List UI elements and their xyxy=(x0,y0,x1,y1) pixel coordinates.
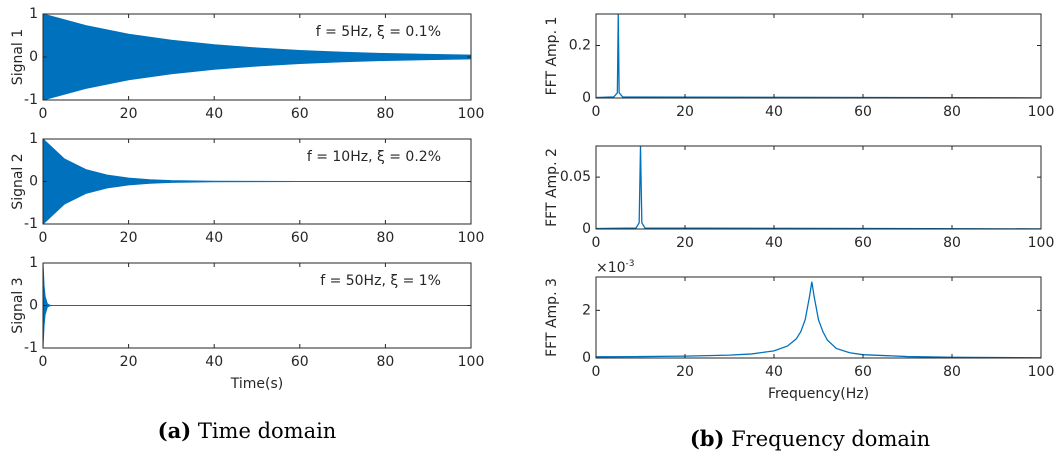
x-tick-label: 40 xyxy=(765,364,783,380)
annotation: f = 50Hz, ξ = 1% xyxy=(320,273,441,289)
y-tick-label: 2 xyxy=(582,302,591,318)
x-tick-label: 0 xyxy=(39,230,48,246)
multiplier-exponent: -3 xyxy=(626,259,635,269)
y-tick-label: 0 xyxy=(582,350,591,366)
caption-label: (b) xyxy=(690,426,725,451)
x-tick-label: 60 xyxy=(291,354,309,370)
x-tick-label: 60 xyxy=(854,235,872,251)
x-tick-label: 80 xyxy=(376,354,394,370)
spectrum-line xyxy=(596,281,1041,358)
x-axis-label: Time(s) xyxy=(230,376,283,392)
signal-envelope xyxy=(43,14,471,100)
y-axis-label: Signal 2 xyxy=(10,153,26,209)
x-tick-label: 0 xyxy=(39,106,48,122)
y-tick-label: 0 xyxy=(582,90,591,106)
x-tick-label: 20 xyxy=(120,354,138,370)
x-tick-label: 20 xyxy=(676,235,694,251)
spectrum-line xyxy=(596,14,1041,98)
x-tick-label: 80 xyxy=(943,235,961,251)
axes-box xyxy=(42,13,472,101)
x-tick-label: 100 xyxy=(458,106,485,122)
axes-box xyxy=(42,262,472,349)
x-tick-label: 100 xyxy=(1028,364,1055,380)
x-tick-label: 80 xyxy=(943,104,961,120)
y-axis-label: FFT Amp. 1 xyxy=(544,17,560,96)
y-axis-label: FFT Amp. 2 xyxy=(544,148,560,227)
y-tick-label: 1 xyxy=(29,131,38,147)
x-tick-label: 100 xyxy=(1028,104,1055,120)
annotation: f = 5Hz, ξ = 0.1% xyxy=(316,24,441,40)
x-tick-label: 100 xyxy=(1028,235,1055,251)
x-tick-label: 40 xyxy=(205,354,223,370)
annotation: f = 10Hz, ξ = 0.2% xyxy=(307,149,441,165)
x-tick-label: 60 xyxy=(854,364,872,380)
x-tick-label: 0 xyxy=(592,235,601,251)
x-tick-label: 40 xyxy=(205,106,223,122)
x-tick-label: 60 xyxy=(291,230,309,246)
y-axis-label: FFT Amp. 3 xyxy=(544,278,560,357)
x-tick-label: 40 xyxy=(205,230,223,246)
multiplier-base: ×10 xyxy=(596,260,626,276)
spectrum-line xyxy=(596,146,1041,229)
x-tick-label: 20 xyxy=(120,230,138,246)
caption-label: (a) xyxy=(158,418,191,443)
y-axis-label: Signal 3 xyxy=(10,277,26,333)
x-tick-label: 0 xyxy=(592,364,601,380)
caption-text: Frequency domain xyxy=(731,427,930,451)
signal-envelope xyxy=(43,263,471,348)
plot-area xyxy=(596,146,1041,229)
x-tick-label: 80 xyxy=(943,364,961,380)
x-tick-label: 80 xyxy=(376,106,394,122)
y-tick-label: 0.2 xyxy=(569,38,591,54)
y-tick-label: -1 xyxy=(24,340,38,356)
x-tick-label: 40 xyxy=(765,235,783,251)
axes-box xyxy=(595,276,1042,359)
x-tick-label: 100 xyxy=(458,230,485,246)
x-tick-label: 80 xyxy=(376,230,394,246)
y-tick-label: 0.05 xyxy=(560,169,591,185)
y-tick-label: 0 xyxy=(582,221,591,237)
y-tick-label: 0 xyxy=(29,49,38,65)
caption-a: (a) Time domain xyxy=(158,418,337,443)
x-tick-label: 20 xyxy=(120,106,138,122)
y-tick-label: -1 xyxy=(24,216,38,232)
caption-text: Time domain xyxy=(198,419,337,443)
y-tick-label: 0 xyxy=(29,298,38,314)
y-tick-label: 1 xyxy=(29,255,38,271)
y-tick-label: 0 xyxy=(29,174,38,190)
x-tick-label: 40 xyxy=(765,104,783,120)
y-tick-label: 1 xyxy=(29,6,38,22)
x-tick-label: 60 xyxy=(854,104,872,120)
plot-area xyxy=(596,14,1041,98)
signal-envelope xyxy=(43,139,471,224)
x-tick-label: 20 xyxy=(676,364,694,380)
axes-box xyxy=(595,13,1042,99)
x-tick-label: 100 xyxy=(458,354,485,370)
x-tick-label: 60 xyxy=(291,106,309,122)
x-tick-label: 0 xyxy=(39,354,48,370)
x-tick-label: 0 xyxy=(592,104,601,120)
axis-multiplier: ×10-3 xyxy=(596,259,635,277)
caption-b: (b) Frequency domain xyxy=(690,426,930,451)
x-tick-label: 20 xyxy=(676,104,694,120)
axes-box xyxy=(42,138,472,225)
x-axis-label: Frequency(Hz) xyxy=(768,386,869,402)
y-axis-label: Signal 1 xyxy=(10,29,26,85)
y-tick-label: -1 xyxy=(24,92,38,108)
axes-box xyxy=(595,145,1042,230)
